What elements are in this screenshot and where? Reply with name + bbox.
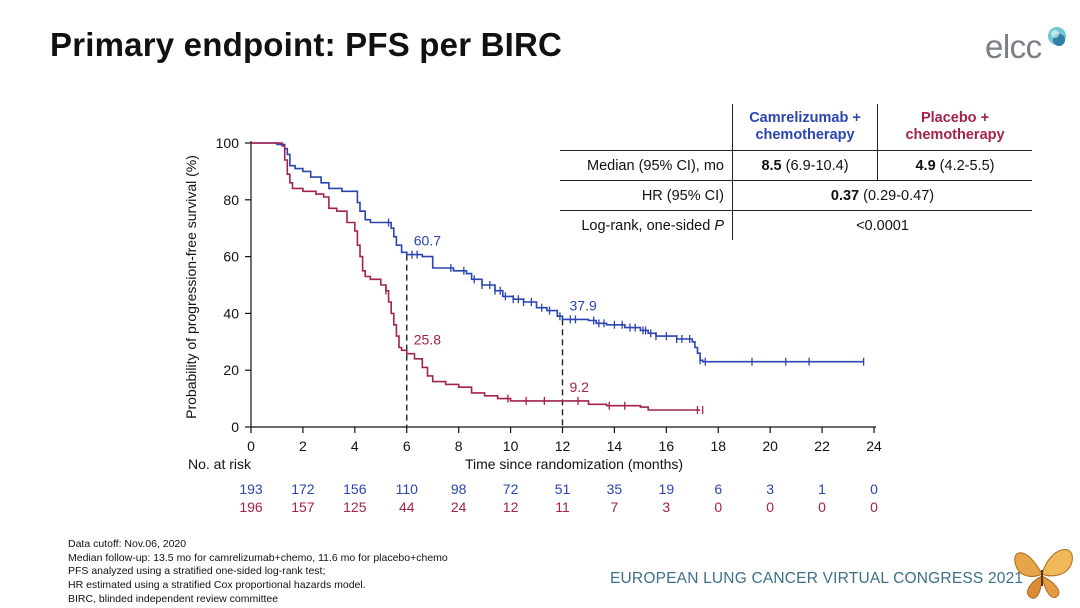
median-row: Median (95% CI), mo 8.5 (6.9-10.4) 4.9 (… — [560, 150, 1032, 181]
page-title: Primary endpoint: PFS per BIRC — [50, 26, 563, 63]
risk-count-blue: 98 — [451, 481, 467, 497]
risk-count-red: 3 — [662, 499, 670, 515]
footnote: BIRC, blinded independent review committ… — [68, 592, 279, 605]
risk-table-label: No. at risk — [188, 456, 252, 472]
risk-count-blue: 19 — [659, 481, 675, 497]
risk-count-blue: 3 — [766, 481, 774, 497]
footnotes: Data cutoff: Nov.06, 2020 Median follow-… — [68, 538, 448, 607]
y-tick-label: 0 — [231, 419, 239, 435]
risk-count-red: 0 — [766, 499, 774, 515]
butterfly-icon — [1014, 549, 1073, 599]
congress-name: EUROPEAN LUNG CANCER VIRTUAL CONGRESS 20… — [610, 570, 1024, 587]
risk-count-blue: 110 — [396, 481, 419, 497]
x-tick-label: 16 — [659, 438, 675, 454]
logrank-value: <0.0001 — [732, 210, 1032, 240]
risk-count-red: 12 — [503, 499, 519, 515]
hr-value: 0.37 (0.29-0.47) — [732, 180, 1032, 211]
logo-text: elcc — [985, 28, 1042, 65]
median-label: Median (95% CI), mo — [560, 150, 733, 181]
y-tick-label: 40 — [223, 305, 239, 321]
risk-count-red: 0 — [714, 499, 722, 515]
hr-row: HR (95% CI) 0.37 (0.29-0.47) — [560, 180, 1032, 211]
risk-count-red: 0 — [870, 499, 878, 515]
risk-count-red: 11 — [555, 499, 570, 515]
summary-header-row: Camrelizumab + chemotherapy Placebo + chem… — [560, 104, 1032, 151]
risk-count-blue: 35 — [607, 481, 623, 497]
logrank-row: Log-rank, one-sided P <0.0001 — [560, 210, 1032, 240]
chart-annotations: 60.7 25.8 37.9 9.2 — [414, 233, 597, 395]
risk-count-red: 24 — [451, 499, 467, 515]
x-tick-label: 18 — [710, 438, 726, 454]
footnote: PFS analyzed using a stratified one-side… — [68, 565, 326, 578]
header-placebo: Placebo + chemotherapy — [877, 104, 1032, 151]
y-tick-label: 100 — [216, 135, 240, 151]
x-tick-label: 8 — [455, 438, 463, 454]
hr-label: HR (95% CI) — [560, 180, 733, 211]
annotation-blue: 60.7 — [414, 233, 441, 249]
curve-red — [251, 142, 701, 411]
header-camrelizumab: Camrelizumab + chemotherapy — [732, 104, 878, 151]
footnote: HR estimated using a stratified Cox prop… — [68, 579, 366, 592]
footnote: Data cutoff: Nov.06, 2020 — [68, 538, 187, 550]
risk-count-blue: 156 — [343, 481, 367, 497]
logo-mark-icon — [1048, 27, 1066, 46]
risk-count-red: 125 — [343, 499, 367, 515]
x-axis-label: Time since randomization (months) — [465, 456, 683, 472]
y-tick-label: 20 — [223, 362, 239, 378]
annotation-red: 9.2 — [570, 379, 590, 395]
median-camrelizumab: 8.5 (6.9-10.4) — [732, 150, 878, 181]
median-placebo: 4.9 (4.2-5.5) — [877, 150, 1032, 181]
x-tick-label: 14 — [607, 438, 623, 454]
curve-blue — [251, 142, 864, 363]
reference-lines — [406, 254, 564, 427]
x-tick-label: 2 — [299, 438, 307, 454]
risk-count-blue: 172 — [291, 481, 315, 497]
risk-count-red: 7 — [611, 499, 619, 515]
annotation-red: 25.8 — [414, 332, 441, 348]
x-tick-label: 12 — [555, 438, 571, 454]
y-axis-label: Probability of progression-free survival… — [183, 155, 199, 419]
risk-count-blue: 72 — [503, 481, 519, 497]
x-tick-label: 0 — [247, 438, 255, 454]
risk-count-red: 44 — [399, 499, 415, 515]
x-tick-label: 10 — [503, 438, 519, 454]
y-tick-label: 80 — [223, 192, 239, 208]
risk-count-red: 0 — [818, 499, 826, 515]
risk-count-red: 157 — [291, 499, 315, 515]
x-tick-label: 22 — [814, 438, 830, 454]
footnote: Median follow-up: 13.5 mo for camrelizum… — [68, 551, 448, 564]
risk-count-blue: 193 — [239, 481, 263, 497]
survival-curves — [251, 142, 865, 414]
x-tick-label: 4 — [351, 438, 359, 454]
y-tick-label: 60 — [223, 249, 239, 265]
summary-table: Camrelizumab + chemotherapy Placebo + chem… — [560, 104, 1032, 240]
x-tick-label: 20 — [762, 438, 778, 454]
risk-count-blue: 0 — [870, 481, 878, 497]
risk-count-red: 196 — [239, 499, 263, 515]
logrank-label: Log-rank, one-sided P — [560, 210, 733, 240]
risk-count-blue: 6 — [714, 481, 722, 497]
x-tick-label: 24 — [866, 438, 882, 454]
elcc-logo: elcc — [985, 22, 1075, 68]
risk-count-blue: 1 — [818, 481, 826, 497]
annotation-blue: 37.9 — [570, 297, 597, 313]
x-tick-label: 6 — [403, 438, 411, 454]
risk-count-blue: 51 — [555, 481, 571, 497]
